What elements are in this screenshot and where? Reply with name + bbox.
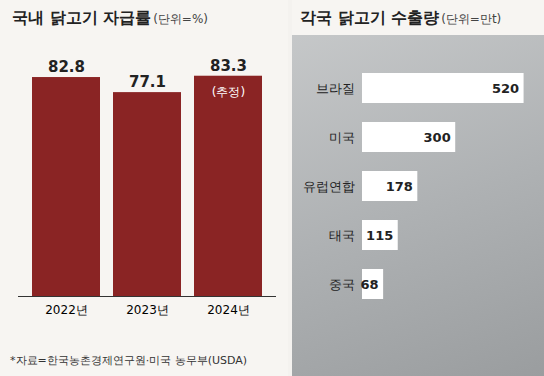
svg-text:(추정): (추정) <box>212 85 245 99</box>
svg-text:태국: 태국 <box>329 228 355 243</box>
html-text:각국 닭고기 수출량(단위=만t): 각국 닭고기 수출량(단위=만t) <box>300 8 502 27</box>
svg-text:중국: 중국 <box>329 277 355 292</box>
svg-text:178: 178 <box>386 179 413 194</box>
svg-text:68: 68 <box>361 277 379 292</box>
svg-text:유럽연합: 유럽연합 <box>303 179 355 194</box>
html-text:국내 닭고기 자급률(단위=%): 국내 닭고기 자급률(단위=%) <box>12 8 208 27</box>
svg-text:83.3: 83.3 <box>210 57 247 75</box>
svg-text:520: 520 <box>492 81 519 96</box>
svg-text:미국: 미국 <box>329 130 355 145</box>
svg-text:브라질: 브라질 <box>316 81 355 96</box>
svg-text:2023년: 2023년 <box>126 303 169 317</box>
html-text:*자료=한국농촌경제연구원·미국 농무부(USDA): *자료=한국농촌경제연구원·미국 농무부(USDA) <box>10 354 248 367</box>
svg-text:115: 115 <box>366 228 393 243</box>
svg-text:82.8: 82.8 <box>48 58 85 76</box>
svg-text:300: 300 <box>424 130 451 145</box>
svg-text:2024년: 2024년 <box>207 303 250 317</box>
svg-text:77.1: 77.1 <box>129 73 166 91</box>
svg-text:2022년: 2022년 <box>45 303 88 317</box>
